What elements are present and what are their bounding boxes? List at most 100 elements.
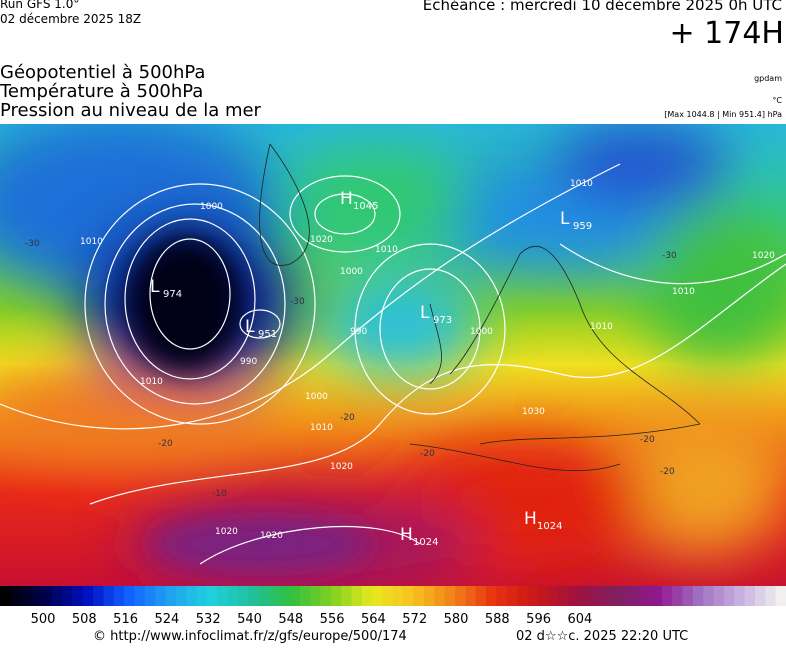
colorbar-label: 524 [154,612,179,626]
lead-time: + 174H [669,16,785,51]
colorbar-cell [62,586,73,606]
echeance: Echéance : mercredi 10 décembre 2025 0h … [422,0,782,14]
temperature-label: -20 [158,439,173,449]
colorbar-cell [310,586,322,606]
colorbar-cell [217,586,229,606]
temperature-label: -30 [290,297,305,307]
unit: gpdam [754,74,782,83]
colorbar-cell [279,586,291,606]
colorbar-cell [506,586,518,606]
title: Pression au niveau de la mer [0,100,261,121]
center-value: 1045 [353,201,378,212]
colorbar-cell [548,586,559,606]
isobar-label: 1010 [310,423,333,433]
colorbar-cell [227,586,239,606]
colorbar-cell [393,586,404,606]
center-value: 973 [433,315,452,326]
colorbar-label: 572 [402,612,427,626]
colorbar-cell [341,586,353,606]
colorbar-cell [486,586,497,606]
colorbar-cell [124,586,135,606]
colorbar-cell [0,586,11,606]
colorbar-label: 580 [444,612,469,626]
isobar-label: 1030 [522,407,545,417]
colorbar-label: 588 [485,612,510,626]
colorbar-cell [175,586,187,606]
colorbar-cell [103,586,115,606]
colorbar-cell [475,586,487,606]
isobar-label: 1000 [340,267,363,277]
colorbar-cell [661,586,673,606]
colorbar-cell [51,586,63,606]
temperature-label: -10 [212,489,227,499]
colorbar-cell [713,586,725,606]
center-kind: H [524,509,537,529]
colorbar-cell [268,586,280,606]
colorbar-cell [155,586,166,606]
colorbar-cell [734,586,746,606]
colorbar-cell [775,586,786,606]
isobar-label: 990 [240,357,257,367]
unit: [Max 1044.8 | Min 951.4] hPa [664,110,782,119]
center-value: 1024 [413,537,438,548]
colorbar-cell [403,586,415,606]
isobar-label: 1010 [80,237,103,247]
colorbar-label: 508 [72,612,97,626]
colorbar-cell [20,586,32,606]
temperature-label: -20 [640,435,655,445]
title: Température à 500hPa [0,81,204,102]
colorbar-cell [258,586,270,606]
isobar-label: 1020 [215,527,238,537]
colorbar-cell [299,586,311,606]
colorbar-cell [610,586,622,606]
colorbar-cell [330,586,342,606]
title: Géopotentiel à 500hPa [0,62,206,83]
colorbar: 500 508 516 524 532 540 548 556 564 572 580 588 596 6… [0,586,786,626]
colorbar-cell [765,586,777,606]
colorbar-cell [579,586,590,606]
colorbar-cell [589,586,601,606]
center-value: 959 [573,221,592,232]
isobar-label: 1020 [752,251,775,261]
timestamp: 02 d☆☆c. 2025 22:20 UTC [516,629,689,644]
colorbar-cell [754,586,766,606]
unit: °C [772,96,782,105]
temperature-label: -20 [660,467,675,477]
colorbar-label: 532 [196,612,221,626]
colorbar-cell [630,586,642,606]
isobar-label: 1010 [672,287,695,297]
colorbar-cell [93,586,104,606]
center-kind: L [420,303,430,323]
isobar-label: 1000 [200,202,223,212]
colorbar-cell [723,586,735,606]
colorbar-cell [113,586,125,606]
temperature-label: -30 [662,251,677,261]
center-value: 974 [163,289,182,300]
colorbar-cell [651,586,663,606]
center-kind: H [340,189,353,209]
temperature-label: -30 [25,239,40,249]
source: © http://www.infoclimat.fr/z/gfs/europe/… [93,629,407,644]
colorbar-label: 516 [113,612,138,626]
colorbar-cell [320,586,332,606]
colorbar-cell [703,586,715,606]
colorbar-cell [41,586,53,606]
isobar-label: 1020 [330,462,353,472]
isobar-label: 1010 [570,179,593,189]
colorbar-label: 500 [31,612,56,626]
colorbar-cell [31,586,42,606]
colorbar-cell [144,586,156,606]
colorbar-cell [527,586,539,606]
colorbar-cell [196,586,208,606]
colorbar-cell [444,586,456,606]
colorbar-cell [424,586,435,606]
colorbar-cell [372,586,384,606]
colorbar-cell [165,586,177,606]
colorbar-cell [413,586,425,606]
colorbar-cell [361,586,373,606]
colorbar-cell [382,586,394,606]
isobar-label: 1020 [260,531,283,541]
center-kind: L [560,209,570,229]
